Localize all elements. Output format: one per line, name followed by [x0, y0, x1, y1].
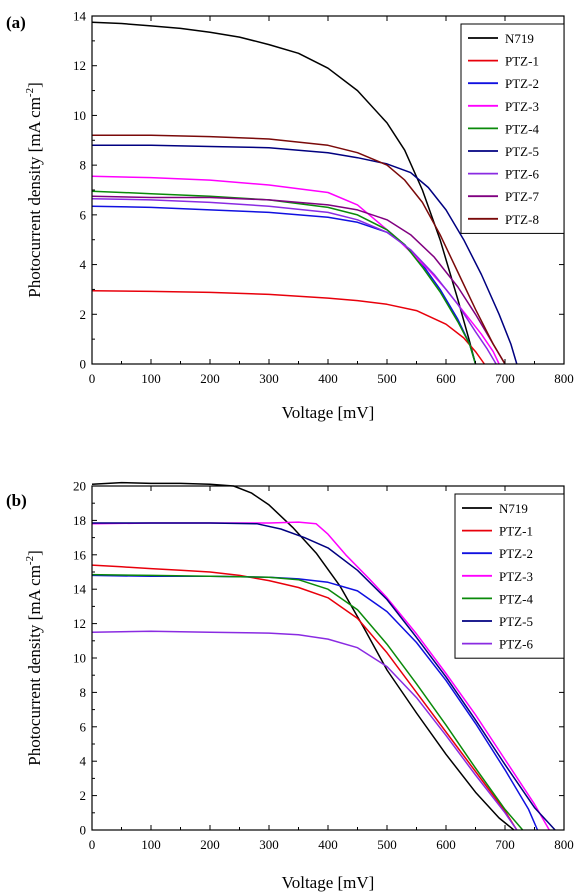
y-tick-label: 8: [80, 158, 87, 173]
y-axis-label-close: ]: [25, 550, 44, 556]
y-tick-label: 0: [80, 823, 87, 838]
x-tick-label: 800: [554, 371, 574, 386]
legend-entry: PTZ-4: [505, 121, 539, 136]
legend-entry: PTZ-7: [505, 189, 539, 204]
series-line-ptz-4: [91, 573, 524, 831]
legend-entry: PTZ-3: [505, 99, 539, 114]
legend-entry: PTZ-5: [505, 144, 539, 159]
legend-entry: PTZ-2: [499, 546, 533, 561]
x-tick-label: 800: [554, 837, 574, 852]
x-tick-label: 300: [259, 837, 279, 852]
series-line-ptz-6: [91, 630, 518, 831]
legend-entry: N719: [505, 31, 534, 46]
series-line-ptz-2: [91, 205, 477, 365]
y-tick-label: 8: [80, 685, 87, 700]
x-tick-label: 700: [495, 837, 515, 852]
legend-entry: PTZ-6: [505, 167, 539, 182]
y-axis-label: Photocurrent density [mA cm-2]: [24, 550, 44, 766]
series-line-n719: [91, 481, 515, 831]
y-tick-label: 12: [73, 616, 86, 631]
series-line-ptz-1: [91, 564, 518, 831]
legend: N719 PTZ-1 PTZ-2 PTZ-3 PTZ-4 PTZ-5 PTZ-6: [454, 493, 565, 659]
y-axis-label-superscript: -2: [24, 556, 36, 565]
x-tick-label: 200: [200, 371, 220, 386]
x-axis-label: Voltage [mV]: [282, 403, 375, 422]
series-line-ptz-1: [91, 289, 486, 365]
y-tick-label: 18: [73, 513, 86, 528]
y-axis-label-main: Photocurrent density [mA cm: [25, 565, 44, 766]
y-tick-label: 16: [73, 547, 87, 562]
x-tick-label: 100: [141, 371, 161, 386]
legend-entry: N719: [499, 501, 528, 516]
y-tick-label: 6: [80, 719, 87, 734]
y-tick-label: 0: [80, 357, 87, 372]
legend-entry: PTZ-2: [505, 76, 539, 91]
series-line-n719: [91, 21, 477, 365]
series-line-ptz-4: [91, 190, 477, 365]
y-axis-label-close: ]: [25, 82, 44, 88]
chart-panel-b: (b) 0 100 200 300 400 500 600 700 800 0 2 4 6 8 10 12 14 1…: [6, 479, 574, 893]
legend-entry: PTZ-5: [499, 614, 533, 629]
y-tick-label: 2: [80, 307, 87, 322]
legend-entry: PTZ-4: [499, 591, 533, 606]
y-tick-label: 4: [80, 257, 87, 272]
y-tick-label: 6: [80, 207, 87, 222]
x-tick-label: 400: [318, 837, 338, 852]
series-line-ptz-5: [92, 144, 518, 365]
legend: N719 PTZ-1 PTZ-2 PTZ-3 PTZ-4 PTZ-5 PTZ-6 PTZ-7 P…: [460, 23, 565, 234]
x-tick-label: 500: [377, 371, 397, 386]
x-tick-label: 100: [141, 837, 161, 852]
y-tick-label: 12: [73, 58, 86, 73]
x-tick-label: 600: [436, 837, 456, 852]
y-tick-label: 4: [80, 754, 87, 769]
y-axis-label-superscript: -2: [24, 88, 36, 97]
x-tick-label: 0: [89, 837, 96, 852]
legend-entry: PTZ-3: [499, 569, 533, 584]
legend-entry: PTZ-1: [505, 54, 539, 69]
series-line-ptz-3: [91, 175, 500, 365]
panel-label: (b): [6, 491, 27, 510]
y-axis-label-main: Photocurrent density [mA cm: [25, 97, 44, 298]
chart-panel-a: (a) 0 100 200 300 400 500 600 700 800 0 2 4 6 8 10 12 14 V…: [6, 9, 574, 423]
x-tick-label: 600: [436, 371, 456, 386]
x-tick-label: 400: [318, 371, 338, 386]
legend-entry: PTZ-1: [499, 524, 533, 539]
x-tick-label: 500: [377, 837, 397, 852]
series-line-ptz-5: [92, 522, 556, 831]
x-tick-label: 700: [495, 371, 515, 386]
y-axis-label: Photocurrent density [mA cm-2]: [24, 82, 44, 298]
y-tick-label: 10: [73, 651, 86, 666]
y-tick-label: 14: [73, 9, 87, 24]
y-tick-label: 20: [73, 479, 86, 494]
x-tick-label: 200: [200, 837, 220, 852]
panel-label: (a): [6, 13, 26, 32]
x-axis-label: Voltage [mV]: [282, 873, 375, 892]
x-tick-label: 0: [89, 371, 96, 386]
series-line-ptz-6: [91, 197, 497, 365]
y-tick-label: 2: [80, 788, 87, 803]
x-tick-label: 300: [259, 371, 279, 386]
y-tick-label: 10: [73, 108, 86, 123]
legend-entry: PTZ-8: [505, 212, 539, 227]
series-line-ptz-7: [91, 195, 506, 365]
y-tick-label: 14: [73, 582, 87, 597]
series-line-ptz-8: [92, 134, 506, 365]
legend-entry: PTZ-6: [499, 637, 533, 652]
